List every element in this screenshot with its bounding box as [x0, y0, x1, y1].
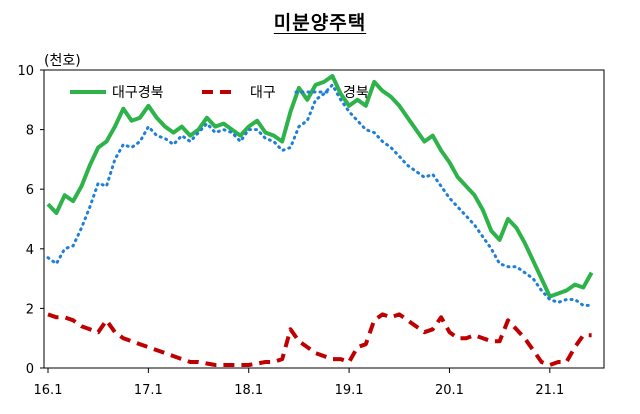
series-daegu-legend-label: 대구: [250, 85, 276, 101]
y-tick-label: 10: [17, 64, 34, 79]
series-daegu-gyeongbuk-line: [46, 74, 594, 299]
x-tick-label: 20.1: [435, 383, 464, 398]
x-tick-label: 16.1: [34, 383, 63, 398]
y-tick-label: 4: [26, 243, 34, 258]
series-daegu-gyeongbuk-legend-label: 대구경북: [112, 85, 164, 101]
series-gyeongbuk-legend-label: 경북: [343, 85, 369, 101]
x-tick-label: 18.1: [234, 383, 263, 398]
x-tick-label: 19.1: [335, 383, 364, 398]
y-tick-label: 0: [26, 362, 34, 377]
plot-area-frame: [43, 69, 605, 369]
y-tick-label: 6: [26, 183, 34, 198]
series-gyeongbuk-line: [46, 82, 594, 307]
y-axis-unit-label: (천호): [44, 53, 81, 69]
y-tick-label: 8: [26, 124, 34, 139]
chart-title: 미분양주택: [273, 12, 367, 34]
y-tick-label: 2: [26, 302, 34, 317]
series-daegu-line: [47, 312, 592, 367]
x-tick-label: 21.1: [535, 383, 564, 398]
x-tick-label: 17.1: [134, 383, 163, 398]
